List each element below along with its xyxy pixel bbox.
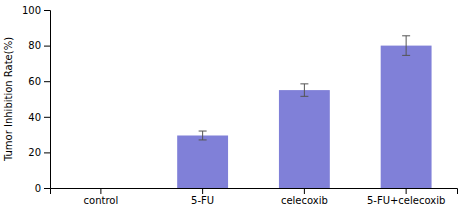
tick: 5-FU+celecoxib <box>367 188 445 206</box>
bar <box>381 46 432 188</box>
tick-mark <box>44 152 50 153</box>
y-axis: 0 20 40 60 80 100 <box>22 5 51 194</box>
tick-label: 80 <box>28 40 41 51</box>
plot: 0 20 40 60 80 100 control 5-FU celecoxib 5-FU+cel… <box>3 5 458 206</box>
tick-mark <box>100 188 101 194</box>
tick-label: 40 <box>28 112 41 123</box>
tick-mark <box>202 188 203 194</box>
x-axis: control 5-FU celecoxib 5-FU+celecoxib <box>51 188 458 206</box>
error-bar-cap <box>300 83 308 84</box>
tick-mark <box>304 188 305 194</box>
axis-line <box>44 11 51 189</box>
y-axis-label: Tumor Inhibition Rate(%) <box>3 37 14 162</box>
chart: 0 20 40 60 80 100 control 5-FU celecoxib 5-FU+cel… <box>0 0 469 212</box>
error-bar-cap <box>199 131 207 132</box>
error-bar-cap <box>402 35 410 36</box>
error-bar-line <box>304 84 305 96</box>
tick-label: 60 <box>28 76 41 87</box>
error-bar <box>402 36 410 56</box>
tick-label: 5-FU <box>191 195 214 206</box>
error-bar <box>199 131 207 140</box>
tick: 60 <box>28 76 50 87</box>
tick-label: 5-FU+celecoxib <box>367 195 445 206</box>
error-bar-line <box>406 36 407 56</box>
error-bar-cap <box>402 55 410 56</box>
error-bar-line <box>202 131 203 140</box>
tick-mark <box>44 81 50 82</box>
error-bar <box>300 84 308 96</box>
bar <box>279 90 330 188</box>
tick: 5-FU <box>191 188 214 206</box>
tick-mark <box>44 10 50 11</box>
axis-line <box>51 189 458 195</box>
tick: 100 <box>22 5 50 16</box>
tick: control <box>84 188 119 206</box>
tick-mark <box>44 188 50 189</box>
tick-label: 20 <box>28 147 41 158</box>
tick-label: celecoxib <box>281 195 328 206</box>
tick-label: 100 <box>22 5 41 16</box>
tick: 80 <box>28 40 50 51</box>
error-bar-cap <box>199 139 207 140</box>
bar <box>75 188 126 189</box>
tick-mark <box>44 117 50 118</box>
bar <box>177 135 228 188</box>
tick-label: 0 <box>35 183 41 194</box>
tick: 0 <box>35 183 50 194</box>
tick-mark <box>406 188 407 194</box>
tick: 40 <box>28 112 50 123</box>
error-bar-cap <box>300 96 308 97</box>
marks <box>177 36 431 188</box>
tick: celecoxib <box>281 188 328 206</box>
tick: 20 <box>28 147 50 158</box>
tick-label: control <box>84 195 119 206</box>
tick-mark <box>44 46 50 47</box>
